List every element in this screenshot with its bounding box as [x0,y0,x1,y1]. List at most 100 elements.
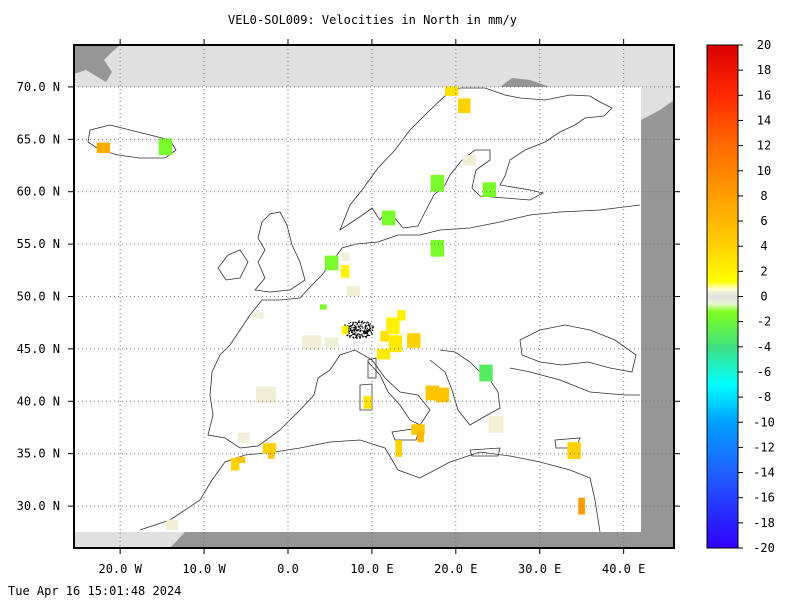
velocity-cell-1 [158,138,173,156]
station-dot [353,333,355,335]
station-dot [354,334,356,336]
velocity-cell-8 [430,239,444,257]
station-dot [354,321,356,323]
colorbar-label: 12 [757,139,771,153]
station-dot [369,323,371,325]
lat-label: 65.0 N [17,132,60,146]
station-dot [355,332,357,334]
station-dot [359,324,361,326]
land-mask-south [170,532,641,548]
lat-label: 30.0 N [17,499,60,513]
station-dot [363,333,365,335]
lat-label: 45.0 N [17,342,60,356]
station-dot [364,327,367,329]
station-dot [364,329,366,331]
coast-islands [359,357,581,457]
station-dot [351,331,353,334]
no-data-region-north [74,45,674,87]
colorbar-label: -14 [753,466,775,480]
graticule [74,45,674,548]
station-dot [352,336,354,338]
colorbar-label: 2 [760,264,767,278]
lon-label: 0.0 [277,562,299,576]
velocity-cells [96,86,585,531]
station-dot [358,321,360,323]
station-dot [361,325,363,327]
station-dot [368,329,370,331]
station-dot [347,334,349,336]
station-dot [348,331,351,333]
station-dot [353,332,355,334]
station-dot [355,336,357,338]
station-dot [369,324,371,326]
station-dot [361,330,363,332]
station-dot [349,329,351,331]
velocity-cell-35 [230,457,240,471]
station-dot [358,335,360,337]
station-dot [363,330,365,332]
map-area[interactable] [74,45,674,548]
velocity-cell-27 [435,387,450,403]
station-dot [364,331,366,333]
lon-label: 20.0 E [434,562,477,576]
station-dot [356,334,358,336]
colorbar-label: -10 [753,415,775,429]
lon-label: 40.0 E [602,562,645,576]
station-dot [369,325,371,327]
colorbar-label: 16 [757,88,771,102]
station-dot [353,327,355,329]
colorbar-label: -16 [753,491,775,505]
station-dot [372,327,374,329]
velocity-cell-4 [462,155,476,166]
latitude-labels: 70.0 N 65.0 N 60.0 N 55.0 N 50.0 N 45.0 N 40.0… [17,80,60,513]
lon-label: 30.0 E [518,562,561,576]
station-dot [365,332,367,334]
velocity-cell-11 [340,252,350,261]
lat-label: 70.0 N [17,80,60,94]
velocity-cell-32 [395,440,403,457]
colorbar-label: 6 [760,214,767,228]
station-dot [364,327,366,330]
station-dot [349,336,351,338]
station-dot [369,334,371,337]
lon-label: 10.0 E [350,562,393,576]
station-dot [348,332,350,334]
land-mask-east [641,100,674,548]
station-dot [353,329,355,331]
velocity-cell-29 [488,416,504,433]
station-dot [359,327,361,329]
station-dot [350,330,352,332]
velocity-cell-24 [256,386,277,404]
station-dot [355,325,357,327]
station-dot [347,330,350,332]
velocity-cell-33 [262,443,277,454]
colorbar-label: -4 [757,340,771,354]
station-dot [368,324,370,326]
velocity-cell-38 [567,442,581,459]
station-dot [356,335,358,337]
station-dot [358,329,360,331]
velocity-cell-18 [388,335,403,353]
coast-black-sea [519,324,637,373]
lat-label: 35.0 N [17,447,60,461]
velocity-cell-13 [319,304,327,310]
station-dot [367,329,369,331]
velocity-cell-30 [411,424,425,435]
velocity-cell-36 [236,456,246,464]
station-dot [366,322,368,324]
station-dot [359,330,361,332]
colorbar-label: -18 [753,516,775,530]
station-dot [355,322,357,324]
station-dot [359,336,361,338]
velocity-cell-9 [324,255,339,271]
colorbar-label: -6 [757,365,771,379]
velocity-cell-26 [425,385,439,401]
station-dot [350,321,352,324]
velocity-cell-21 [341,325,349,335]
station-dot [364,322,366,324]
map-title: VEL0-SOL009: Velocities in North in mm/y [228,13,517,27]
land-mask-northwest [74,45,120,82]
velocity-cell-23 [324,337,339,348]
station-dot [354,324,356,326]
station-dot [352,322,354,324]
